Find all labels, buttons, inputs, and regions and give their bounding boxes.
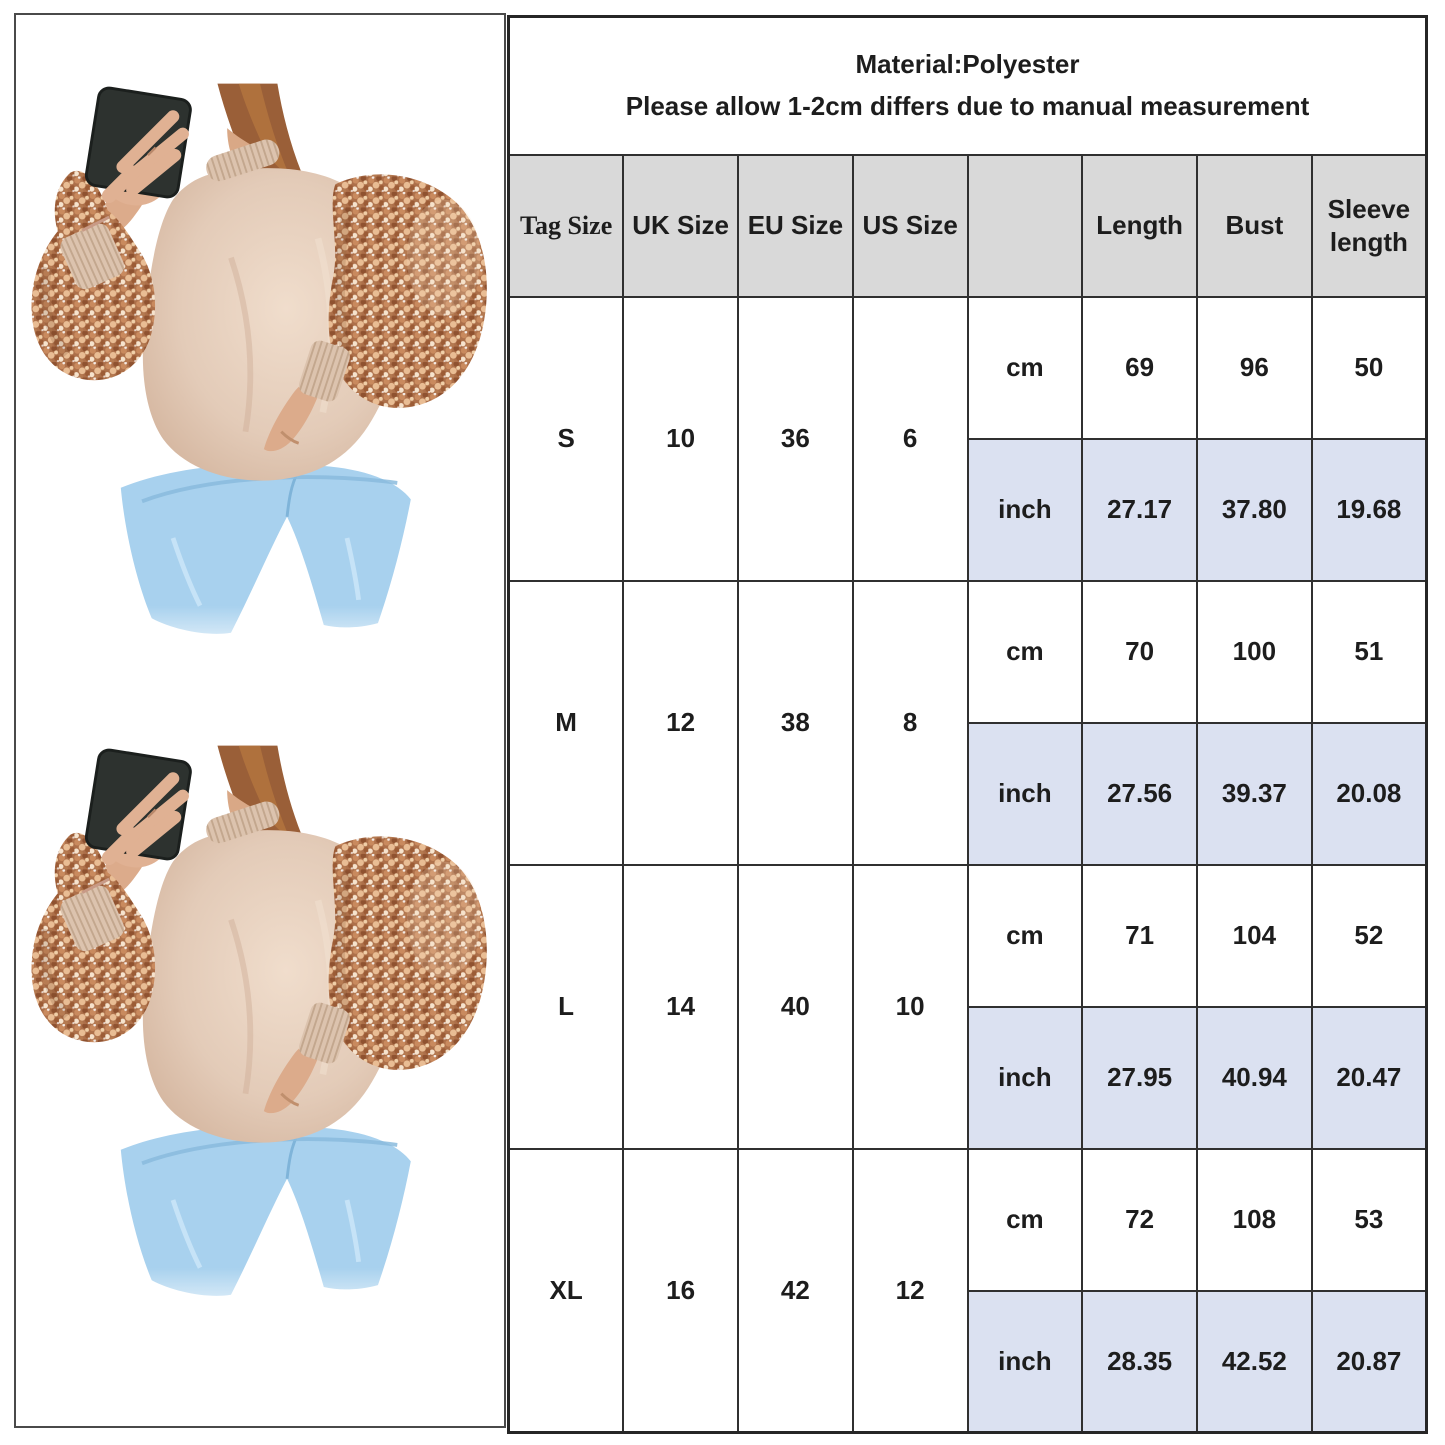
unit-cell: inch [966, 1005, 1084, 1150]
size-row-s-cm: S 10 36 6 cm 69 96 50 [507, 295, 1428, 582]
us-size-cell: 6 [851, 295, 969, 582]
bust-inch-cell: 42.52 [1196, 1289, 1313, 1434]
bust-inch-cell: 39.37 [1196, 721, 1313, 866]
product-photo-panel [14, 13, 506, 1428]
sleeve-inch-cell: 19.68 [1310, 437, 1428, 582]
bust-cm-cell: 104 [1196, 863, 1313, 1008]
bust-inch-cell: 37.80 [1196, 437, 1313, 582]
length-inch-cell: 28.35 [1081, 1289, 1198, 1434]
bust-cm-cell: 108 [1196, 1147, 1313, 1292]
sleeve-inch-cell: 20.87 [1310, 1289, 1428, 1434]
length-header: Length [1081, 153, 1198, 298]
bust-cm-cell: 100 [1196, 579, 1313, 724]
unit-cell: inch [966, 437, 1084, 582]
sleeve-inch-cell: 20.47 [1310, 1005, 1428, 1150]
material-header-row: Material:Polyester Please allow 1-2cm di… [507, 15, 1428, 156]
eu-size-cell: 38 [737, 579, 854, 866]
product-photo-2 [28, 745, 492, 1365]
unit-cell: cm [966, 579, 1084, 724]
sleeve-cm-cell: 53 [1310, 1147, 1428, 1292]
length-cm-cell: 70 [1081, 579, 1198, 724]
unit-cell: inch [966, 721, 1084, 866]
bust-cm-cell: 96 [1196, 295, 1313, 440]
unit-cell: cm [966, 863, 1084, 1008]
size-row-s-inch: inch 27.17 37.80 19.68 [509, 437, 1428, 582]
uk-size-cell: 16 [622, 1147, 739, 1434]
unit-header [966, 153, 1084, 298]
sleeve-inch-cell: 20.08 [1310, 721, 1428, 866]
measurement-note-line: Please allow 1-2cm differs due to manual… [625, 90, 1310, 121]
bust-header: Bust [1196, 153, 1313, 298]
unit-cell: cm [966, 1147, 1084, 1292]
length-cm-cell: 72 [1081, 1147, 1198, 1292]
us-size-cell: 8 [851, 579, 969, 866]
length-inch-cell: 27.17 [1081, 437, 1198, 582]
size-row-l-inch: inch 27.95 40.94 20.47 [509, 1005, 1428, 1150]
size-row-m-inch: inch 27.56 39.37 20.08 [509, 721, 1428, 866]
length-inch-cell: 27.56 [1081, 721, 1198, 866]
tag-size-header: Tag Size [507, 153, 625, 298]
length-inch-cell: 27.95 [1081, 1005, 1198, 1150]
sleeve-length-header: Sleeve length [1310, 153, 1428, 298]
eu-size-cell: 42 [737, 1147, 854, 1434]
product-photo-1 [28, 83, 492, 703]
uk-size-cell: 14 [622, 863, 739, 1150]
uk-size-cell: 12 [622, 579, 739, 866]
eu-size-header: EU Size [737, 153, 854, 298]
sleeve-cm-cell: 51 [1310, 579, 1428, 724]
unit-cell: cm [966, 295, 1084, 440]
bust-inch-cell: 40.94 [1196, 1005, 1313, 1150]
us-size-cell: 12 [851, 1147, 969, 1434]
tag-size-cell: M [507, 579, 625, 866]
tag-size-cell: XL [507, 1147, 625, 1434]
tag-size-cell: L [507, 863, 625, 1150]
column-header-row: Tag Size UK Size EU Size US Size Length … [507, 153, 1428, 298]
size-row-xl-cm: XL 16 42 12 cm 72 108 53 [507, 1147, 1428, 1434]
uk-size-header: UK Size [622, 153, 739, 298]
eu-size-cell: 40 [737, 863, 854, 1150]
us-size-header: US Size [851, 153, 969, 298]
material-line: Material:Polyester [855, 49, 1080, 80]
sleeve-cm-cell: 52 [1310, 863, 1428, 1008]
size-row-m-cm: M 12 38 8 cm 70 100 51 [507, 579, 1428, 866]
unit-cell: inch [966, 1289, 1084, 1434]
tag-size-cell: S [507, 295, 625, 582]
size-row-l-cm: L 14 40 10 cm 71 104 52 [507, 863, 1428, 1150]
material-header-cell: Material:Polyester Please allow 1-2cm di… [507, 15, 1428, 156]
length-cm-cell: 71 [1081, 863, 1198, 1008]
uk-size-cell: 10 [622, 295, 739, 582]
us-size-cell: 10 [851, 863, 969, 1150]
size-row-xl-inch: inch 28.35 42.52 20.87 [509, 1289, 1428, 1434]
length-cm-cell: 69 [1081, 295, 1198, 440]
eu-size-cell: 36 [737, 295, 854, 582]
sleeve-cm-cell: 50 [1310, 295, 1428, 440]
size-chart-table: Material:Polyester Please allow 1-2cm di… [507, 15, 1428, 1434]
